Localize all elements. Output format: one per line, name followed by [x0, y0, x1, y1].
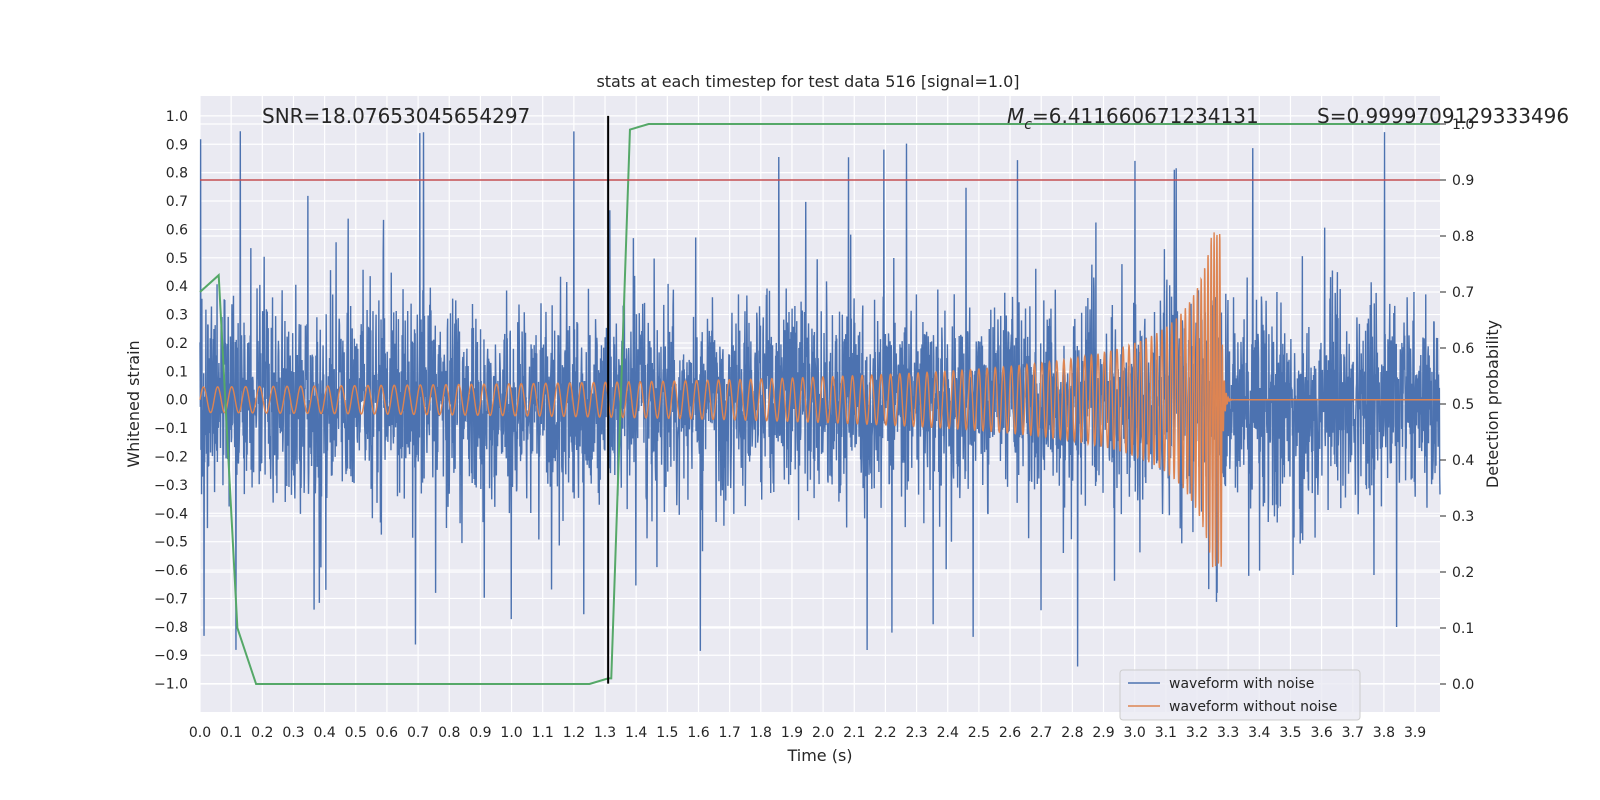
x-tick-label: 3.5 — [1279, 725, 1301, 741]
x-tick-label: 1.0 — [500, 725, 522, 741]
y-tick-label: −0.6 — [154, 563, 188, 579]
x-tick-label: 0.0 — [189, 725, 211, 741]
x-tick-label: 0.7 — [407, 725, 429, 741]
x-tick-label: 1.8 — [750, 725, 772, 741]
x-tick-label: 0.3 — [282, 725, 304, 741]
x-axis-ticks: 0.0 0.1 0.2 0.3 0.4 0.5 0.6 0.7 0.8 0.9 1.0 1.1 1.2 1… — [189, 725, 1426, 741]
y-tick-label: 0.3 — [166, 308, 188, 324]
y-tick-label: 0.2 — [166, 336, 188, 352]
x-tick-label: 3.2 — [1186, 725, 1208, 741]
x-tick-label: 3.6 — [1310, 725, 1332, 741]
x-tick-label: 0.9 — [469, 725, 491, 741]
y-tick-label: 1.0 — [166, 109, 188, 125]
x-tick-label: 3.8 — [1373, 725, 1395, 741]
x-tick-label: 2.1 — [843, 725, 865, 741]
y-tick-label: 0.5 — [166, 251, 188, 267]
y2-tick-label: 0.0 — [1452, 677, 1474, 693]
x-tick-label: 3.0 — [1124, 725, 1146, 741]
reference-lines — [200, 115, 1440, 684]
chart-title: stats at each timestep for test data 516… — [596, 72, 1019, 91]
y2-tick-label: 0.4 — [1452, 453, 1474, 469]
y-tick-label: 0.0 — [166, 393, 188, 409]
snr-annotation: SNR=18.07653045654297 — [262, 104, 530, 128]
clean-waveform-line — [199, 232, 1440, 568]
y2-tick-label: 0.1 — [1452, 621, 1474, 637]
x-tick-label: 0.5 — [345, 725, 367, 741]
y-tick-label: 0.8 — [166, 166, 188, 182]
legend: waveform with noise waveform without noi… — [1119, 669, 1361, 721]
y-axis-label: Whitened strain — [124, 340, 143, 467]
detection-probability-line — [199, 123, 1440, 685]
y-tick-label: −0.3 — [154, 478, 188, 494]
series-waveform-without-noise — [199, 232, 1440, 568]
x-axis-label: Time (s) — [786, 746, 852, 765]
x-tick-label: 1.2 — [563, 725, 585, 741]
x-tick-label: 2.8 — [1061, 725, 1083, 741]
x-tick-label: 1.6 — [687, 725, 709, 741]
y-tick-label: −0.9 — [154, 648, 188, 664]
y-tick-label: −0.4 — [154, 506, 188, 522]
y2-axis-label: Detection probability — [1483, 320, 1502, 488]
x-tick-label: 1.9 — [781, 725, 803, 741]
x-tick-label: 2.7 — [1030, 725, 1052, 741]
y-tick-label: 0.1 — [166, 364, 188, 380]
s-annotation: S=0.9999709129333496 — [1317, 104, 1569, 128]
x-tick-label: 2.6 — [999, 725, 1021, 741]
y2-axis-ticks: 1.0 0.9 0.8 0.7 0.6 0.5 0.4 0.3 0.2 0.1 0.0 — [1440, 117, 1474, 693]
y2-tick-label: 0.3 — [1452, 509, 1474, 525]
x-tick-label: 1.7 — [719, 725, 741, 741]
x-tick-label: 3.3 — [1217, 725, 1239, 741]
x-tick-label: 0.4 — [313, 725, 335, 741]
x-tick-label: 2.3 — [905, 725, 927, 741]
y-tick-label: 0.4 — [166, 279, 188, 295]
y-tick-label: 0.9 — [166, 137, 188, 153]
legend-box — [1119, 669, 1361, 721]
y2-tick-label: 0.9 — [1452, 173, 1474, 189]
series-detection-probability — [199, 123, 1440, 685]
y-tick-label: −0.1 — [154, 421, 188, 437]
y-tick-label: −0.8 — [154, 620, 188, 636]
x-tick-label: 3.1 — [1155, 725, 1177, 741]
x-tick-label: 3.9 — [1404, 725, 1426, 741]
x-tick-label: 2.5 — [968, 725, 990, 741]
y2-tick-label: 0.7 — [1452, 285, 1474, 301]
x-tick-label: 0.8 — [438, 725, 460, 741]
x-tick-label: 2.4 — [937, 725, 959, 741]
x-tick-label: 1.4 — [625, 725, 647, 741]
y-tick-label: −1.0 — [154, 677, 188, 693]
chirp-mass-value: =6.411660671234131 — [1032, 104, 1259, 128]
legend-label-clean: waveform without noise — [1169, 699, 1337, 715]
legend-label-noise: waveform with noise — [1169, 676, 1314, 692]
x-tick-label: 1.1 — [532, 725, 554, 741]
y-tick-label: −0.2 — [154, 450, 188, 466]
y2-tick-label: 0.6 — [1452, 341, 1474, 357]
y-tick-label: 0.7 — [166, 194, 188, 210]
x-tick-label: 3.7 — [1342, 725, 1364, 741]
y2-tick-label: 1.0 — [1452, 117, 1474, 133]
y2-tick-label: 0.2 — [1452, 565, 1474, 581]
chirp-mass-symbol: M — [1007, 104, 1024, 128]
x-tick-label: 3.4 — [1248, 725, 1270, 741]
y2-tick-label: 0.5 — [1452, 397, 1474, 413]
x-tick-label: 1.5 — [656, 725, 678, 741]
x-tick-label: 0.6 — [376, 725, 398, 741]
x-tick-label: 2.0 — [812, 725, 834, 741]
x-tick-label: 0.1 — [220, 725, 242, 741]
x-tick-label: 2.9 — [1092, 725, 1114, 741]
chirp-mass-annotation: Mc=6.411660671234131 — [1007, 104, 1259, 133]
y-tick-label: −0.7 — [154, 591, 188, 607]
x-tick-label: 0.2 — [251, 725, 273, 741]
x-tick-label: 1.3 — [594, 725, 616, 741]
y-tick-label: 0.6 — [166, 222, 188, 238]
y2-tick-label: 0.8 — [1452, 229, 1474, 245]
chirp-mass-subscript: c — [1024, 117, 1032, 133]
x-tick-label: 2.2 — [874, 725, 896, 741]
y-axis-ticks: 1.0 0.9 0.8 0.7 0.6 0.5 0.4 0.3 0.2 0.1 0.0 −0.1 −0.… — [154, 109, 188, 693]
y-tick-label: −0.5 — [154, 535, 188, 551]
